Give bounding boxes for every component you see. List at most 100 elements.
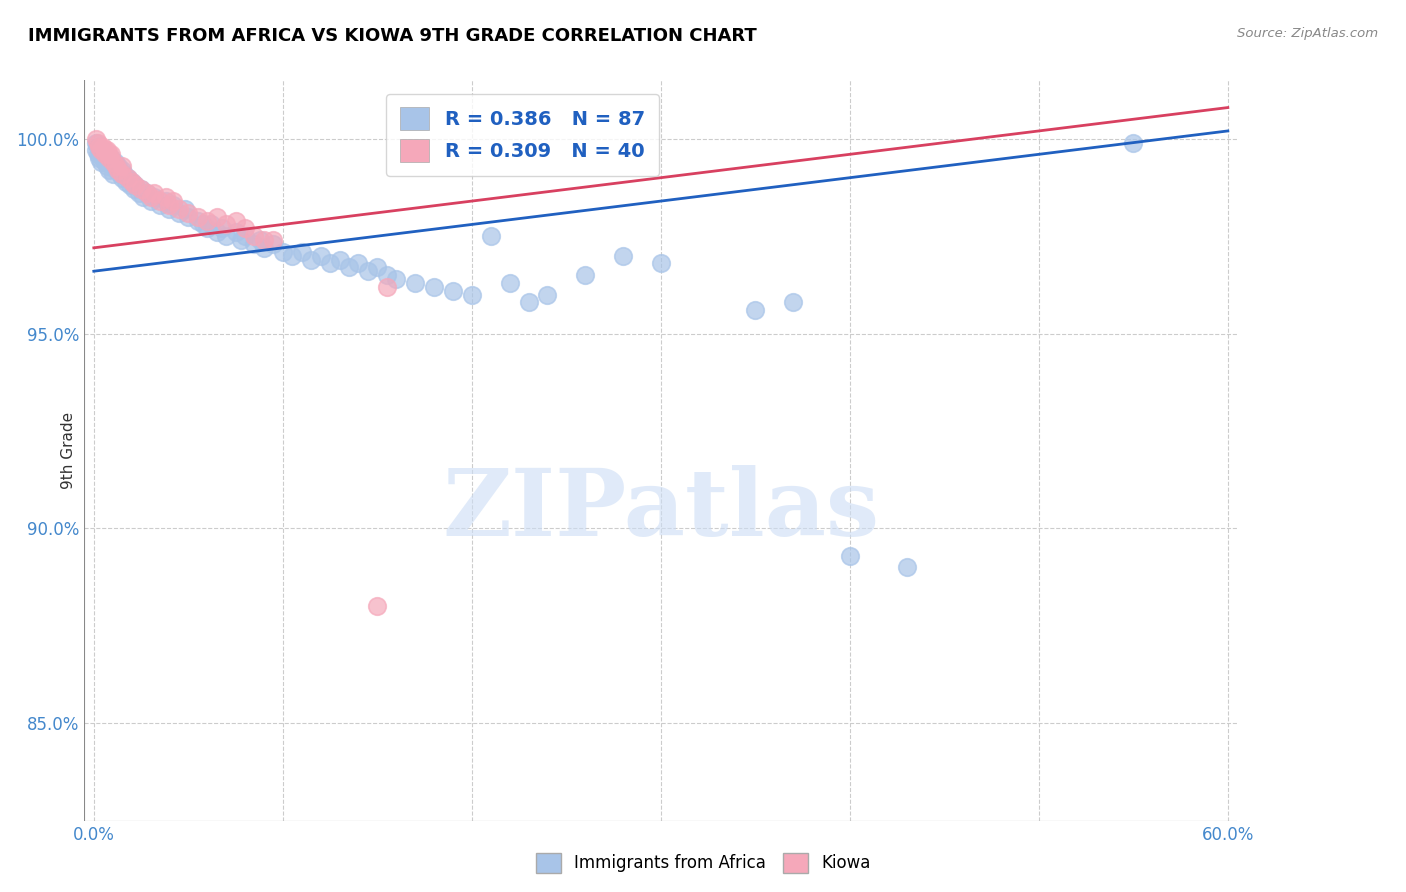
Point	[291, 244, 314, 259]
Point	[205, 225, 228, 239]
Point	[94, 147, 117, 161]
Point	[149, 198, 172, 212]
Point	[385, 272, 408, 286]
Point	[375, 280, 398, 294]
Point	[129, 182, 152, 196]
Point	[253, 241, 276, 255]
Point	[107, 162, 129, 177]
Point	[124, 178, 146, 193]
Point	[94, 144, 117, 158]
Point	[187, 213, 209, 227]
Point	[479, 229, 502, 244]
Point	[97, 147, 120, 161]
Point	[211, 221, 233, 235]
Point	[262, 233, 284, 247]
Point	[89, 151, 111, 165]
Legend: Immigrants from Africa, Kiowa: Immigrants from Africa, Kiowa	[529, 847, 877, 880]
Point	[90, 144, 112, 158]
Point	[215, 229, 238, 244]
Text: IMMIGRANTS FROM AFRICA VS KIOWA 9TH GRADE CORRELATION CHART: IMMIGRANTS FROM AFRICA VS KIOWA 9TH GRAD…	[28, 27, 756, 45]
Point	[162, 194, 184, 208]
Point	[574, 268, 596, 282]
Point	[86, 147, 108, 161]
Point	[1122, 136, 1144, 150]
Point	[86, 139, 108, 153]
Point	[195, 221, 218, 235]
Point	[299, 252, 322, 267]
Point	[101, 167, 124, 181]
Point	[135, 186, 157, 201]
Point	[177, 210, 200, 224]
Point	[249, 233, 271, 247]
Point	[262, 236, 284, 251]
Point	[111, 167, 134, 181]
Point	[744, 303, 766, 318]
Point	[117, 170, 139, 185]
Text: ZIPatlas: ZIPatlas	[443, 465, 879, 555]
Point	[838, 549, 860, 563]
Point	[155, 194, 177, 208]
Point	[253, 233, 276, 247]
Point	[124, 178, 146, 193]
Point	[129, 182, 152, 196]
Point	[404, 276, 426, 290]
Point	[117, 170, 139, 185]
Point	[105, 159, 128, 173]
Point	[896, 560, 918, 574]
Point	[200, 218, 222, 232]
Legend: R = 0.386   N = 87, R = 0.309   N = 40: R = 0.386 N = 87, R = 0.309 N = 40	[387, 94, 658, 176]
Point	[366, 260, 388, 275]
Point	[162, 198, 184, 212]
Point	[112, 167, 135, 181]
Point	[375, 268, 398, 282]
Point	[193, 218, 215, 232]
Point	[91, 144, 114, 158]
Point	[536, 287, 558, 301]
Point	[96, 159, 118, 173]
Point	[423, 280, 446, 294]
Point	[782, 295, 804, 310]
Point	[173, 202, 195, 216]
Point	[96, 144, 118, 158]
Point	[187, 210, 209, 224]
Point	[100, 151, 122, 165]
Point	[135, 186, 157, 201]
Point	[177, 206, 200, 220]
Point	[90, 147, 112, 161]
Point	[225, 213, 247, 227]
Point	[498, 276, 520, 290]
Point	[231, 233, 253, 247]
Point	[271, 244, 294, 259]
Point	[195, 213, 218, 227]
Point	[111, 159, 134, 173]
Point	[155, 190, 177, 204]
Point	[461, 287, 484, 301]
Point	[328, 252, 350, 267]
Point	[121, 175, 143, 189]
Point	[104, 155, 127, 169]
Point	[215, 218, 238, 232]
Point	[91, 139, 114, 153]
Y-axis label: 9th Grade: 9th Grade	[60, 412, 76, 489]
Point	[157, 198, 180, 212]
Point	[225, 225, 247, 239]
Point	[243, 236, 266, 251]
Point	[105, 162, 128, 177]
Point	[139, 194, 162, 208]
Point	[157, 202, 180, 216]
Point	[97, 162, 120, 177]
Point	[111, 162, 134, 177]
Point	[97, 151, 120, 165]
Point	[337, 260, 360, 275]
Point	[243, 229, 266, 244]
Point	[107, 159, 129, 173]
Point	[111, 170, 134, 185]
Point	[143, 186, 166, 201]
Point	[110, 167, 132, 181]
Point	[149, 194, 172, 208]
Point	[281, 249, 304, 263]
Text: Source: ZipAtlas.com: Source: ZipAtlas.com	[1237, 27, 1378, 40]
Point	[143, 190, 166, 204]
Point	[366, 599, 388, 614]
Point	[118, 178, 141, 193]
